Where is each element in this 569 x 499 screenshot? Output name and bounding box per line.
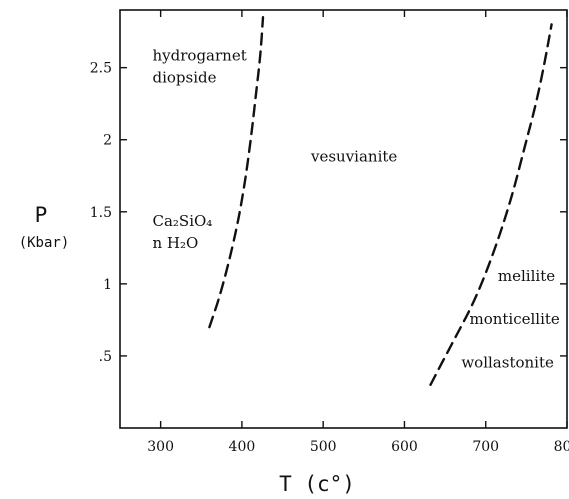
region-label: wollastonite — [461, 353, 554, 371]
phase-boundary-line-2 — [429, 23, 553, 386]
y-tick-label: .5 — [99, 349, 112, 365]
x-tick-label: 600 — [391, 439, 418, 455]
annotation-layer: hydrogarnet diopside vesuvianite Ca₂SiO₄ n H… — [153, 46, 560, 371]
y-tick-label: 1 — [103, 277, 112, 293]
x-tick-label: 300 — [147, 439, 174, 455]
y-tick-label: 2 — [103, 133, 112, 149]
y-tick-label: 1.5 — [90, 205, 112, 221]
region-label: hydrogarnet — [153, 46, 247, 64]
region-label: monticellite — [469, 310, 559, 328]
region-label: Ca₂SiO₄ — [153, 212, 213, 230]
x-tick-label: 700 — [472, 439, 499, 455]
plot-frame — [119, 9, 568, 429]
region-label: vesuvianite — [310, 147, 397, 165]
region-label: diopside — [153, 68, 217, 86]
x-tick-label: 500 — [310, 439, 337, 455]
x-axis-label: T (c°) — [279, 472, 355, 496]
region-label: n H₂O — [153, 234, 199, 252]
y-tick-label: 2.5 — [90, 61, 112, 77]
phase-boundary-line-1 — [208, 16, 265, 329]
y-axis-label: P — [35, 203, 48, 227]
ticks-layer: 300 400 500 600 700 800 .5 1 1.5 2 2.5 — [90, 10, 569, 455]
x-tick-label: 400 — [229, 439, 256, 455]
x-tick-label: 800 — [554, 439, 569, 455]
region-label: melilite — [498, 267, 555, 285]
series-layer — [208, 16, 553, 386]
y-axis-unit-label: (Kbar) — [19, 235, 70, 251]
